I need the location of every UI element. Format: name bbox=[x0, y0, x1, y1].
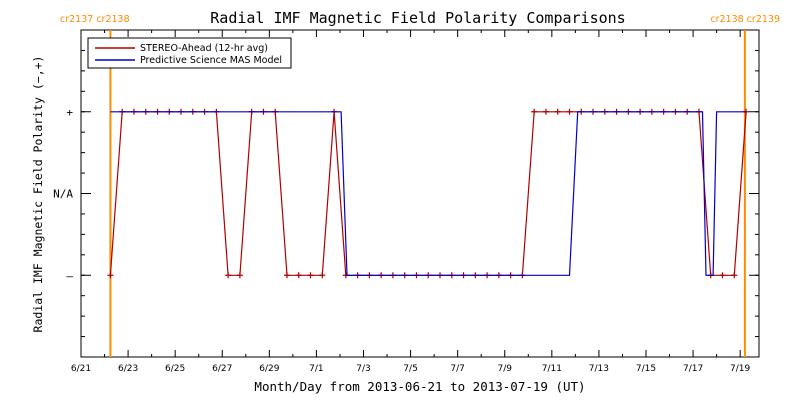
data-point bbox=[225, 272, 232, 279]
y-axis: + N/A – bbox=[53, 49, 759, 338]
x-axis-label: Month/Day from 2013-06-21 to 2013-07-19 … bbox=[254, 379, 585, 394]
series-layer bbox=[107, 108, 750, 279]
x-tick-label: 7/9 bbox=[498, 364, 513, 374]
x-tick-label: 7/15 bbox=[636, 364, 656, 374]
data-point bbox=[319, 272, 326, 279]
y-tick-label: N/A bbox=[53, 188, 73, 201]
x-tick-label: 6/21 bbox=[71, 364, 91, 374]
data-point bbox=[731, 272, 738, 279]
series-line-stereo bbox=[109, 111, 747, 276]
data-point bbox=[107, 272, 114, 279]
data-point bbox=[531, 108, 538, 115]
x-tick-label: 7/13 bbox=[589, 364, 609, 374]
x-tick-label: 6/29 bbox=[259, 364, 279, 374]
y-axis-label: Radial IMF Magnetic Field Polarity (−,+) bbox=[31, 56, 45, 333]
carrington-rotation-markers: cr2137 cr2138 cr2138 cr2139 bbox=[60, 14, 780, 357]
data-point bbox=[236, 272, 243, 279]
y-tick-label: + bbox=[66, 106, 73, 119]
chart-title: Radial IMF Magnetic Field Polarity Compa… bbox=[210, 9, 625, 27]
x-tick-label: 6/25 bbox=[165, 364, 185, 374]
data-point bbox=[295, 272, 302, 279]
legend: STEREO-Ahead (12-hr avg) Predictive Scie… bbox=[87, 37, 292, 69]
y-tick-label: – bbox=[66, 269, 73, 282]
data-point bbox=[283, 272, 290, 279]
series-line-mas-model bbox=[110, 111, 747, 276]
data-point bbox=[542, 108, 549, 115]
legend-label-mas-model: Predictive Science MAS Model bbox=[140, 55, 282, 66]
x-tick-label: 7/19 bbox=[730, 364, 750, 374]
x-tick-label: 6/27 bbox=[212, 364, 232, 374]
x-tick-label: 7/17 bbox=[683, 364, 703, 374]
legend-label-stereo: STEREO-Ahead (12-hr avg) bbox=[140, 43, 268, 54]
x-tick-label: 7/1 bbox=[309, 364, 323, 374]
plot-frame bbox=[80, 29, 760, 358]
x-tick-label: 7/11 bbox=[542, 364, 562, 374]
x-tick-label: 7/7 bbox=[450, 364, 464, 374]
x-tick-label: 7/5 bbox=[403, 364, 417, 374]
data-point bbox=[554, 108, 561, 115]
x-tick-label: 7/3 bbox=[356, 364, 370, 374]
carrington-label: cr2137 cr2138 bbox=[60, 14, 130, 25]
carrington-label: cr2138 cr2139 bbox=[710, 14, 780, 25]
data-point bbox=[719, 272, 726, 279]
legend-box bbox=[87, 37, 292, 69]
data-point bbox=[307, 272, 314, 279]
x-axis: 6/21 6/23 6/25 6/27 6/29 7/1 7/3 7/5 7/7 7/9 7/11 7… bbox=[71, 30, 751, 374]
x-tick-label: 6/23 bbox=[118, 364, 138, 374]
data-point bbox=[566, 108, 573, 115]
